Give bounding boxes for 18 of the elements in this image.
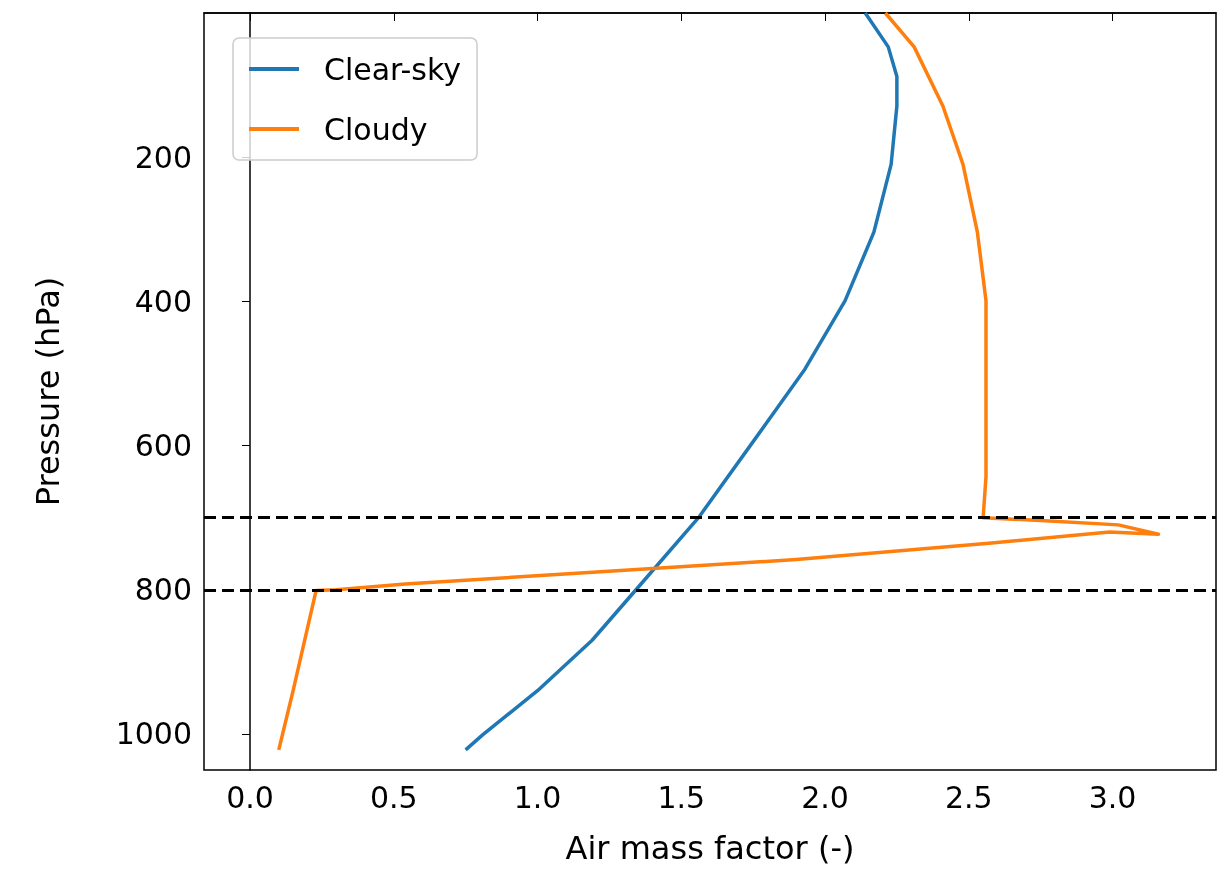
x-tick-label: 3.0	[1088, 779, 1137, 815]
x-axis-title: Air mass factor (-)	[565, 829, 855, 867]
x-tick-label: 0.5	[369, 779, 418, 815]
y-tick-label: 200	[134, 139, 192, 175]
y-tick-label: 800	[134, 572, 192, 608]
x-tick-label: 0.0	[226, 779, 274, 815]
line-series	[463, 11, 899, 752]
y-axis-title: Pressure (hPa)	[29, 276, 67, 507]
x-tick-label: 1.0	[513, 779, 562, 815]
x-tick-label: 1.5	[657, 779, 706, 815]
y-tick-label: 600	[134, 428, 192, 464]
line-series	[277, 11, 1161, 752]
x-tick-label: 2.5	[944, 779, 993, 815]
x-tick-label: 2.0	[801, 779, 849, 815]
legend-label: Cloudy	[324, 111, 428, 147]
legend-label: Clear-sky	[324, 51, 462, 87]
y-tick-label: 400	[134, 283, 192, 319]
y-tick-label: 1000	[115, 716, 192, 752]
